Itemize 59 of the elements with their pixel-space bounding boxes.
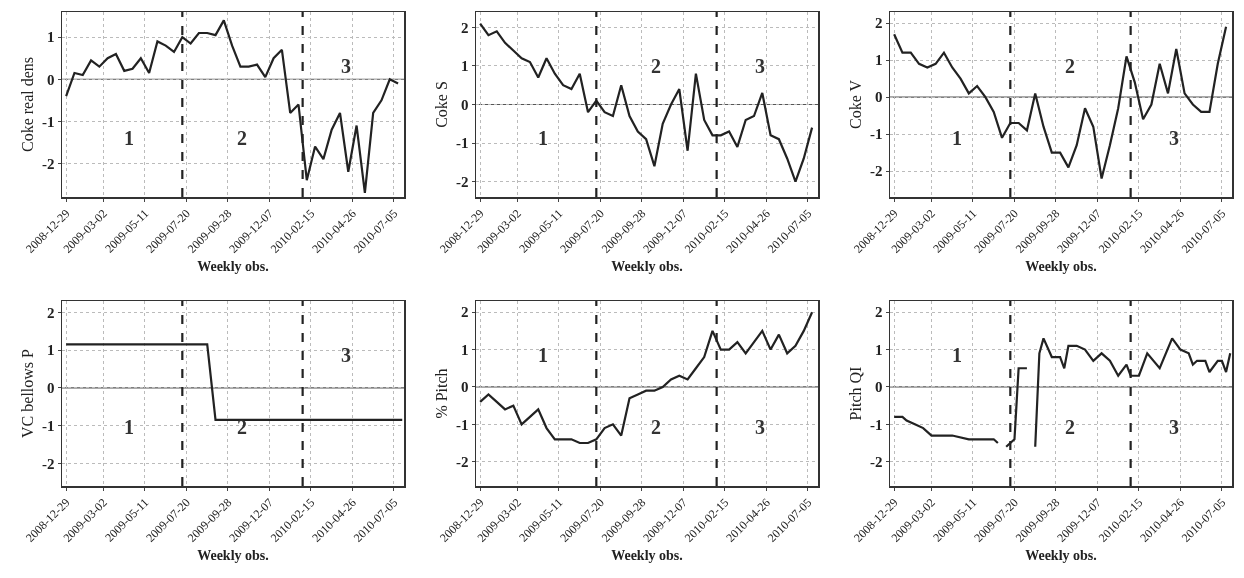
- y-tick-label: -2: [42, 455, 55, 472]
- x-axis-title: Weekly obs.: [197, 547, 269, 563]
- x-axis-title: Weekly obs.: [197, 258, 269, 274]
- y-axis-title: Coke S: [433, 81, 451, 128]
- y-tick-label: 2: [47, 304, 55, 321]
- annotation: 1: [124, 416, 134, 438]
- y-axis-title: Coke V: [847, 79, 865, 130]
- x-axis-title: Weekly obs.: [611, 258, 683, 274]
- y-tick-label: 0: [461, 379, 469, 396]
- annotation: 3: [755, 55, 765, 77]
- annotation: 2: [1065, 55, 1075, 77]
- y-axis-title: % Pitch: [433, 368, 451, 419]
- annotation: 1: [538, 344, 548, 366]
- annotation: 2: [1065, 416, 1075, 438]
- y-tick-label: -2: [456, 453, 469, 470]
- annotation: 2: [651, 416, 661, 438]
- x-axis-title: Weekly obs.: [611, 547, 683, 563]
- y-tick-label: 0: [47, 71, 55, 88]
- y-tick-label: 1: [461, 341, 469, 358]
- y-tick-label: -1: [870, 126, 883, 143]
- annotation: 1: [952, 344, 962, 366]
- annotation: 3: [1169, 127, 1179, 149]
- y-tick-label: 2: [461, 304, 469, 321]
- y-tick-label: 0: [461, 96, 469, 113]
- y-tick-label: -2: [42, 155, 55, 172]
- y-tick-label: -1: [870, 416, 883, 433]
- y-axis-title: Pitch QI: [847, 366, 865, 421]
- y-tick-label: -1: [42, 417, 55, 434]
- annotation: 3: [755, 416, 765, 438]
- x-axis-title: Weekly obs.: [1025, 547, 1097, 563]
- annotation: 1: [952, 127, 962, 149]
- y-tick-label: -2: [456, 173, 469, 190]
- y-tick-label: 2: [461, 19, 469, 36]
- y-tick-label: -2: [870, 163, 883, 180]
- annotation: 3: [341, 344, 351, 366]
- annotation: 3: [341, 55, 351, 77]
- y-axis-title: VC bellows P: [19, 348, 37, 438]
- y-tick-label: 0: [47, 380, 55, 397]
- annotation: 2: [237, 416, 247, 438]
- y-axis-title: Coke real dens: [19, 56, 37, 153]
- annotation: 3: [1169, 416, 1179, 438]
- y-tick-label: 0: [875, 89, 883, 106]
- y-tick-label: -1: [456, 135, 469, 152]
- y-tick-label: 0: [875, 379, 883, 396]
- y-tick-label: 1: [875, 341, 883, 358]
- y-tick-label: 1: [461, 58, 469, 75]
- y-tick-label: -2: [870, 453, 883, 470]
- y-tick-label: -1: [42, 113, 55, 130]
- y-tick-label: 2: [875, 304, 883, 321]
- y-tick-label: 2: [875, 15, 883, 32]
- y-tick-label: 1: [47, 29, 55, 46]
- annotation: 2: [237, 127, 247, 149]
- y-tick-label: 1: [875, 52, 883, 69]
- y-tick-label: -1: [456, 416, 469, 433]
- annotation: 2: [651, 55, 661, 77]
- x-axis-title: Weekly obs.: [1025, 258, 1097, 274]
- y-tick-label: 1: [47, 342, 55, 359]
- annotation: 1: [538, 127, 548, 149]
- annotation: 1: [124, 127, 134, 149]
